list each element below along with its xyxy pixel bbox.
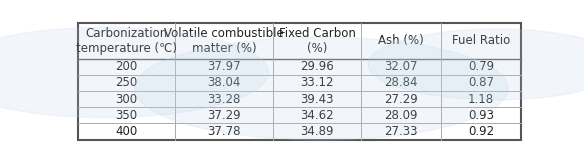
Text: 33.12: 33.12 (300, 76, 334, 89)
Text: 38.04: 38.04 (207, 76, 241, 89)
Text: 350: 350 (115, 109, 137, 122)
Text: 28.09: 28.09 (385, 109, 418, 122)
Text: Fixed Carbon
(%): Fixed Carbon (%) (279, 27, 356, 55)
Text: 0.79: 0.79 (468, 60, 494, 73)
Text: 39.43: 39.43 (300, 93, 334, 106)
Text: 27.33: 27.33 (385, 125, 418, 138)
Text: Ash (%): Ash (%) (378, 34, 424, 47)
Text: Fuel Ratio: Fuel Ratio (452, 34, 510, 47)
Text: 34.89: 34.89 (300, 125, 334, 138)
Text: 1.18: 1.18 (468, 93, 494, 106)
Text: 250: 250 (115, 76, 137, 89)
Circle shape (368, 29, 584, 100)
Text: 28.84: 28.84 (385, 76, 418, 89)
Text: 32.07: 32.07 (385, 60, 418, 73)
Text: Volatile combustible
matter (%): Volatile combustible matter (%) (164, 27, 284, 55)
Text: 200: 200 (115, 60, 137, 73)
Text: 27.29: 27.29 (384, 93, 418, 106)
Text: Carbonization
temperature (℃): Carbonization temperature (℃) (76, 27, 177, 55)
Text: 37.29: 37.29 (207, 109, 241, 122)
Text: 29.96: 29.96 (300, 60, 334, 73)
Text: 400: 400 (115, 125, 137, 138)
Text: 37.97: 37.97 (207, 60, 241, 73)
Text: 300: 300 (115, 93, 137, 106)
Text: 34.62: 34.62 (300, 109, 334, 122)
Circle shape (134, 37, 508, 140)
Text: 0.93: 0.93 (468, 109, 494, 122)
Circle shape (0, 27, 269, 118)
Text: 33.28: 33.28 (207, 93, 241, 106)
Text: 0.92: 0.92 (468, 125, 494, 138)
Text: 0.87: 0.87 (468, 76, 494, 89)
Text: 37.78: 37.78 (207, 125, 241, 138)
